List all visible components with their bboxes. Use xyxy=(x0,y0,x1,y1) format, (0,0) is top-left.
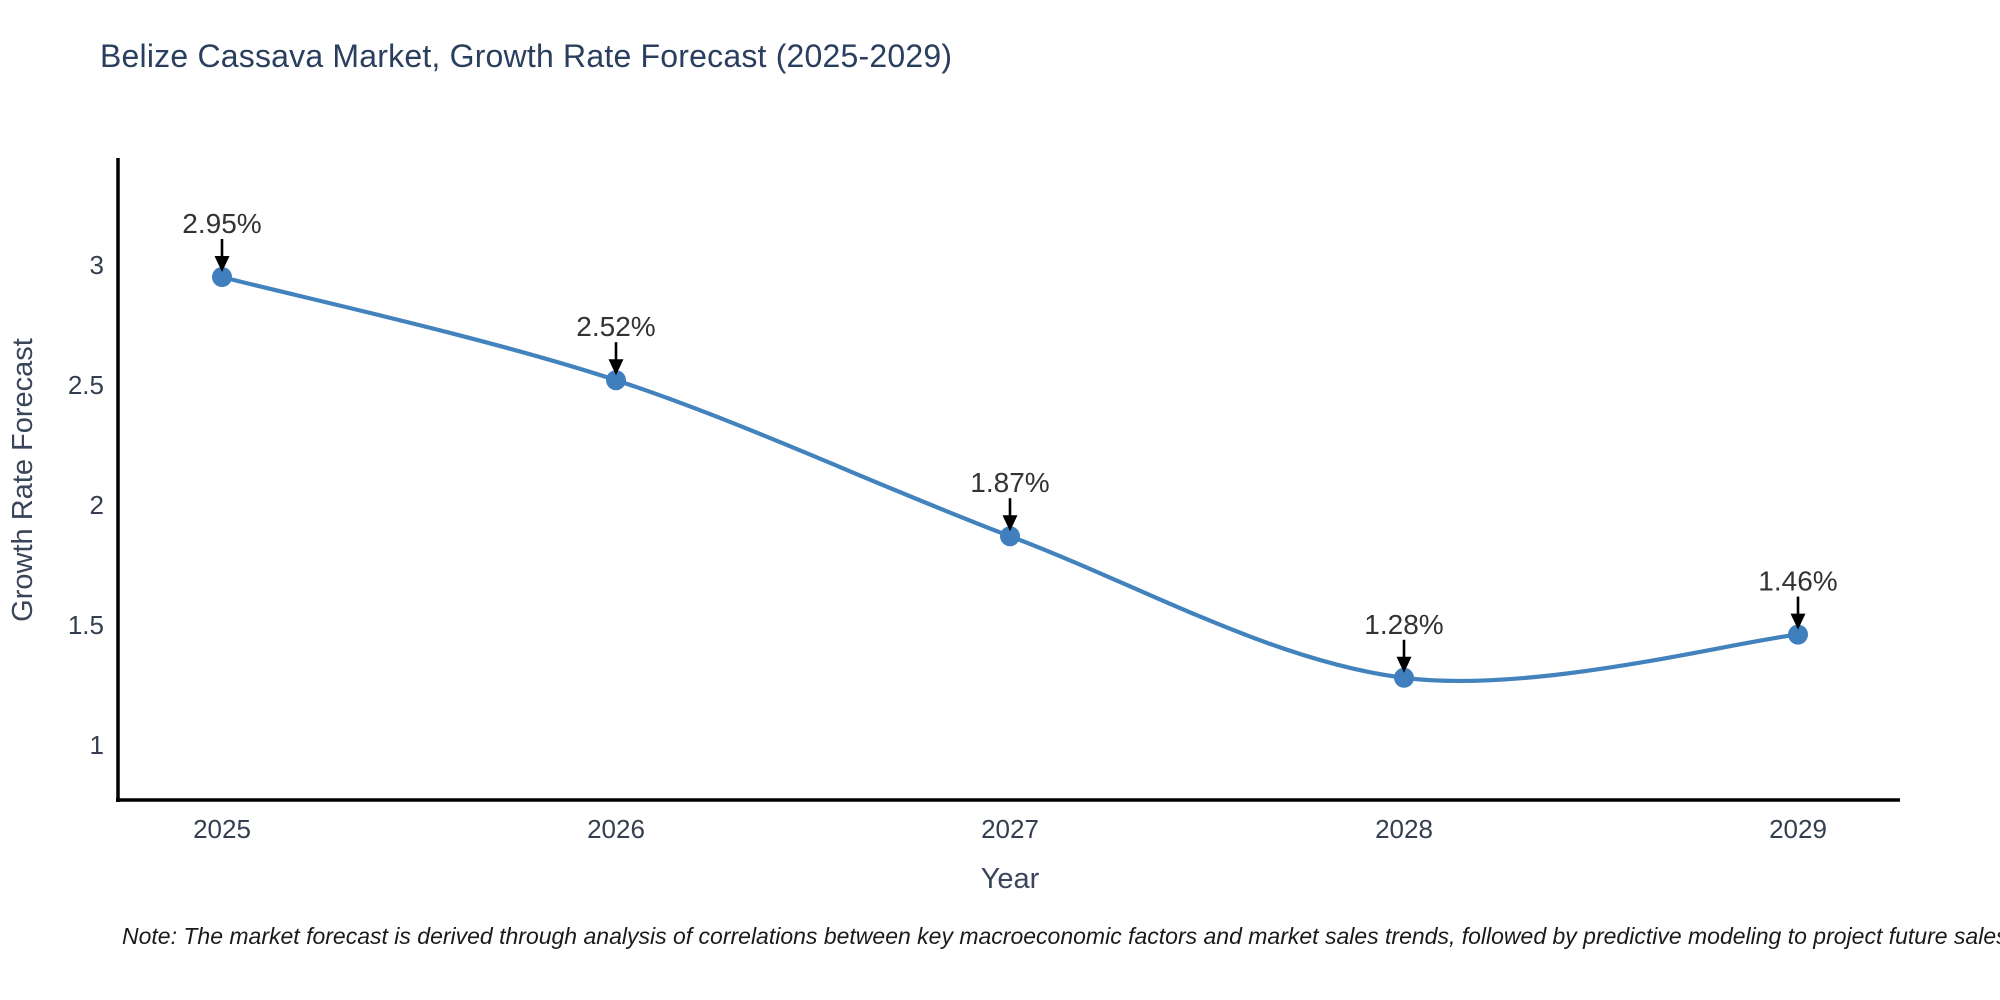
y-tick-label: 2.5 xyxy=(68,370,104,400)
annotation-arrowhead-icon xyxy=(1790,613,1806,630)
annotation-2029: 1.46% xyxy=(1758,566,1838,630)
y-tick-label: 2 xyxy=(90,490,104,520)
chart-title: Belize Cassava Market, Growth Rate Forec… xyxy=(100,38,953,74)
annotation-arrowhead-icon xyxy=(214,256,230,272)
forecast-line-series xyxy=(212,267,1808,688)
annotation-label: 1.28% xyxy=(1364,609,1443,640)
y-tick-label: 1.5 xyxy=(68,610,104,640)
annotation-label: 2.52% xyxy=(576,311,655,342)
y-axis-title: Growth Rate Forecast xyxy=(7,338,39,622)
footnote: Note: The market forecast is derived thr… xyxy=(122,923,2000,949)
x-tick-label: 2026 xyxy=(587,814,645,844)
y-tick-label: 3 xyxy=(90,250,104,280)
x-tick-label: 2029 xyxy=(1769,814,1827,844)
annotation-label: 1.46% xyxy=(1758,566,1837,597)
annotation-arrowhead-icon xyxy=(1002,515,1018,532)
x-tick-label: 2027 xyxy=(981,814,1039,844)
annotation-arrowhead-icon xyxy=(1396,656,1412,673)
y-axis-tick-labels: 1 1.5 2 2.5 3 xyxy=(68,250,104,760)
annotation-2025: 2.95% xyxy=(182,208,262,272)
data-point-2029[interactable] xyxy=(1788,624,1808,645)
y-tick-label: 1 xyxy=(90,730,104,760)
data-point-2025[interactable] xyxy=(212,267,232,287)
annotation-2028: 1.28% xyxy=(1364,609,1444,673)
annotation-2026: 2.52% xyxy=(576,311,656,376)
point-annotations: 2.95% 2.52% 1.87% 1.28% 1.46% xyxy=(182,208,1838,673)
data-point-2028[interactable] xyxy=(1394,667,1414,688)
annotation-label: 2.95% xyxy=(182,208,261,239)
x-axis-tick-labels: 2025 2026 2027 2028 2029 xyxy=(193,814,1827,844)
x-tick-label: 2025 xyxy=(193,814,251,844)
data-point-2026[interactable] xyxy=(606,370,626,391)
annotation-arrowhead-icon xyxy=(608,359,624,376)
axes xyxy=(116,158,1900,802)
annotation-label: 1.87% xyxy=(970,467,1049,498)
annotation-2027: 1.87% xyxy=(970,467,1050,532)
x-axis-title: Year xyxy=(981,863,1040,895)
data-point-2027[interactable] xyxy=(1000,526,1020,547)
x-tick-label: 2028 xyxy=(1375,814,1433,844)
